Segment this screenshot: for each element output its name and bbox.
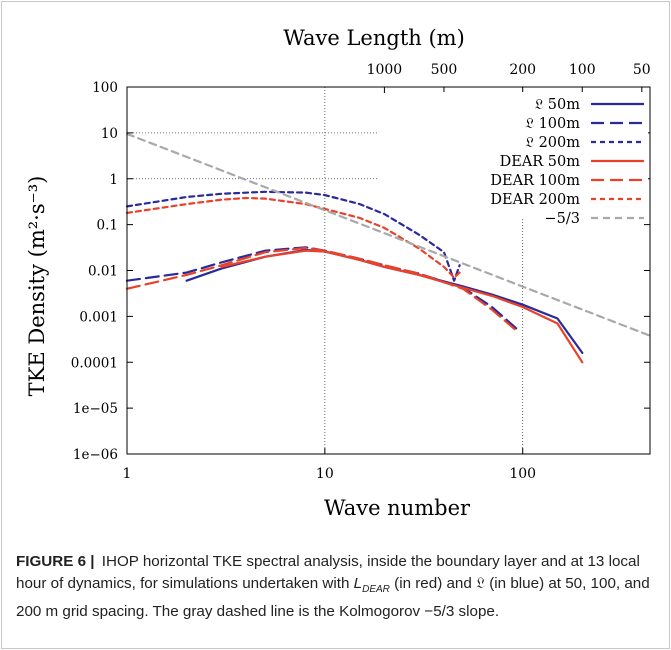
- figure-caption: FIGURE 6 | IHOP horizontal TKE spectral …: [16, 551, 656, 623]
- top-tick-label: 200: [509, 62, 536, 78]
- legend-label: 𝔏 50m: [535, 97, 581, 113]
- caption-symbol-subscript: DEAR: [362, 584, 390, 596]
- y-tick-label: 1e−06: [73, 447, 118, 463]
- caption-text-a: IHOP horizontal TKE spectral analysis, i…: [16, 553, 640, 592]
- y-tick-label: 0.0001: [71, 355, 118, 371]
- y-tick-label: 0.1: [97, 218, 118, 234]
- series-layer: [125, 132, 652, 364]
- y-tick-label: 10: [101, 126, 118, 142]
- y-tick-label: 1e−05: [73, 401, 118, 417]
- top-axis-title: Wave Length (m): [283, 26, 465, 50]
- caption-text-b: (in red) and 𝔏 (in blue) at 50, 100, and…: [16, 575, 650, 621]
- y-tick-label: 0.01: [88, 264, 118, 280]
- top-tick-label: 1000: [367, 62, 403, 78]
- caption-separator: |: [90, 553, 95, 570]
- top-tick-label: 50: [633, 62, 651, 78]
- series-line: [220, 249, 584, 364]
- x-axis-title: Wave number: [324, 496, 471, 520]
- legend-label: DEAR 200m: [490, 192, 580, 208]
- legend-label: DEAR 50m: [500, 154, 581, 170]
- grid-layer: [127, 87, 524, 454]
- top-tick-label: 500: [431, 62, 458, 78]
- x-tick-label: 1: [123, 466, 132, 482]
- y-tick-label: 100: [92, 80, 118, 96]
- tke-spectrum-chart: 100 10 1 0.1 0.01 0.001 0.0001 1e−05 1e−06 1 10 100…: [25, 26, 652, 520]
- legend-label: −5/3: [545, 211, 581, 227]
- legend-background: [414, 92, 648, 218]
- caption-symbol-l: L: [353, 575, 363, 592]
- series-line: [125, 132, 652, 337]
- series-line: [125, 246, 520, 334]
- tick-layer: 100 10 1 0.1 0.01 0.001 0.0001 1e−05 1e−06 1 10 100…: [71, 62, 651, 482]
- series-line: [125, 196, 461, 279]
- y-axis-title: TKE Density (m²·s⁻³): [25, 176, 49, 397]
- legend: 𝔏 50m 𝔏 100m 𝔏 200m DEAR 50m DEAR 100m DEAR 2…: [414, 92, 648, 227]
- legend-label: 𝔏 100m: [525, 116, 580, 132]
- caption-label: FIGURE 6: [16, 553, 87, 570]
- legend-label: DEAR 100m: [490, 173, 580, 189]
- series-line: [185, 248, 584, 354]
- legend-label: 𝔏 200m: [525, 135, 580, 151]
- top-tick-label: 100: [569, 62, 596, 78]
- y-tick-label: 0.001: [79, 309, 118, 325]
- x-tick-label: 100: [509, 466, 536, 482]
- y-tick-label: 1: [109, 172, 118, 188]
- x-tick-label: 10: [316, 466, 334, 482]
